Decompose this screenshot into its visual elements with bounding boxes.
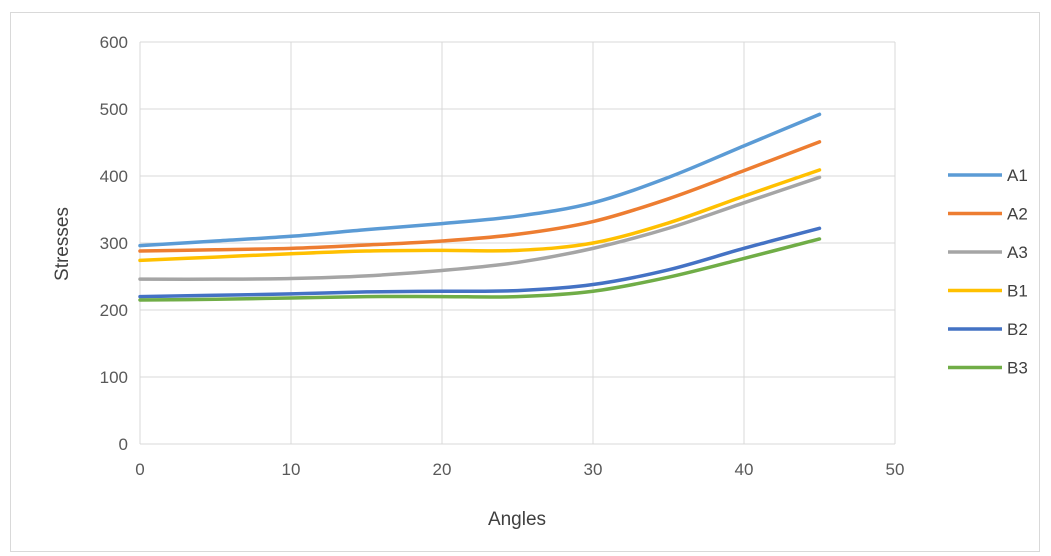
series-line-b2	[138, 226, 822, 299]
chart-frame	[10, 12, 1040, 552]
series-line-a1	[138, 112, 822, 248]
x-tick-label: 10	[282, 460, 301, 479]
gridlines	[139, 41, 896, 445]
y-tick-label: 200	[100, 301, 128, 320]
y-tick-label: 300	[100, 234, 128, 253]
y-axis-ticks: 0 100 200 300 400 500 600	[100, 33, 128, 454]
legend-label: A1	[1007, 166, 1028, 185]
x-tick-label: 20	[433, 460, 452, 479]
x-tick-label: 30	[584, 460, 603, 479]
legend-label: B3	[1007, 359, 1028, 378]
y-tick-label: 600	[100, 33, 128, 52]
x-tick-label: 50	[886, 460, 905, 479]
series-line-a2	[138, 140, 822, 253]
y-tick-label: 0	[119, 435, 128, 454]
legend: A1 A2 A3 B1 B2 B3	[948, 166, 1028, 378]
x-tick-label: 0	[135, 460, 144, 479]
x-tick-label: 40	[735, 460, 754, 479]
x-axis-ticks: 0 10 20 30 40 50	[135, 460, 904, 479]
series-lines	[138, 112, 822, 302]
legend-label: A3	[1007, 243, 1028, 262]
y-axis-title: Stresses	[52, 207, 73, 281]
legend-label: B2	[1007, 320, 1028, 339]
y-tick-label: 400	[100, 167, 128, 186]
series-line-a3	[138, 175, 822, 281]
legend-label: B1	[1007, 282, 1028, 301]
y-tick-label: 500	[100, 100, 128, 119]
series-line-b3	[138, 237, 822, 302]
series-line-b1	[138, 168, 822, 263]
x-axis-title: Angles	[488, 509, 546, 530]
y-tick-label: 100	[100, 368, 128, 387]
legend-label: A2	[1007, 205, 1028, 224]
